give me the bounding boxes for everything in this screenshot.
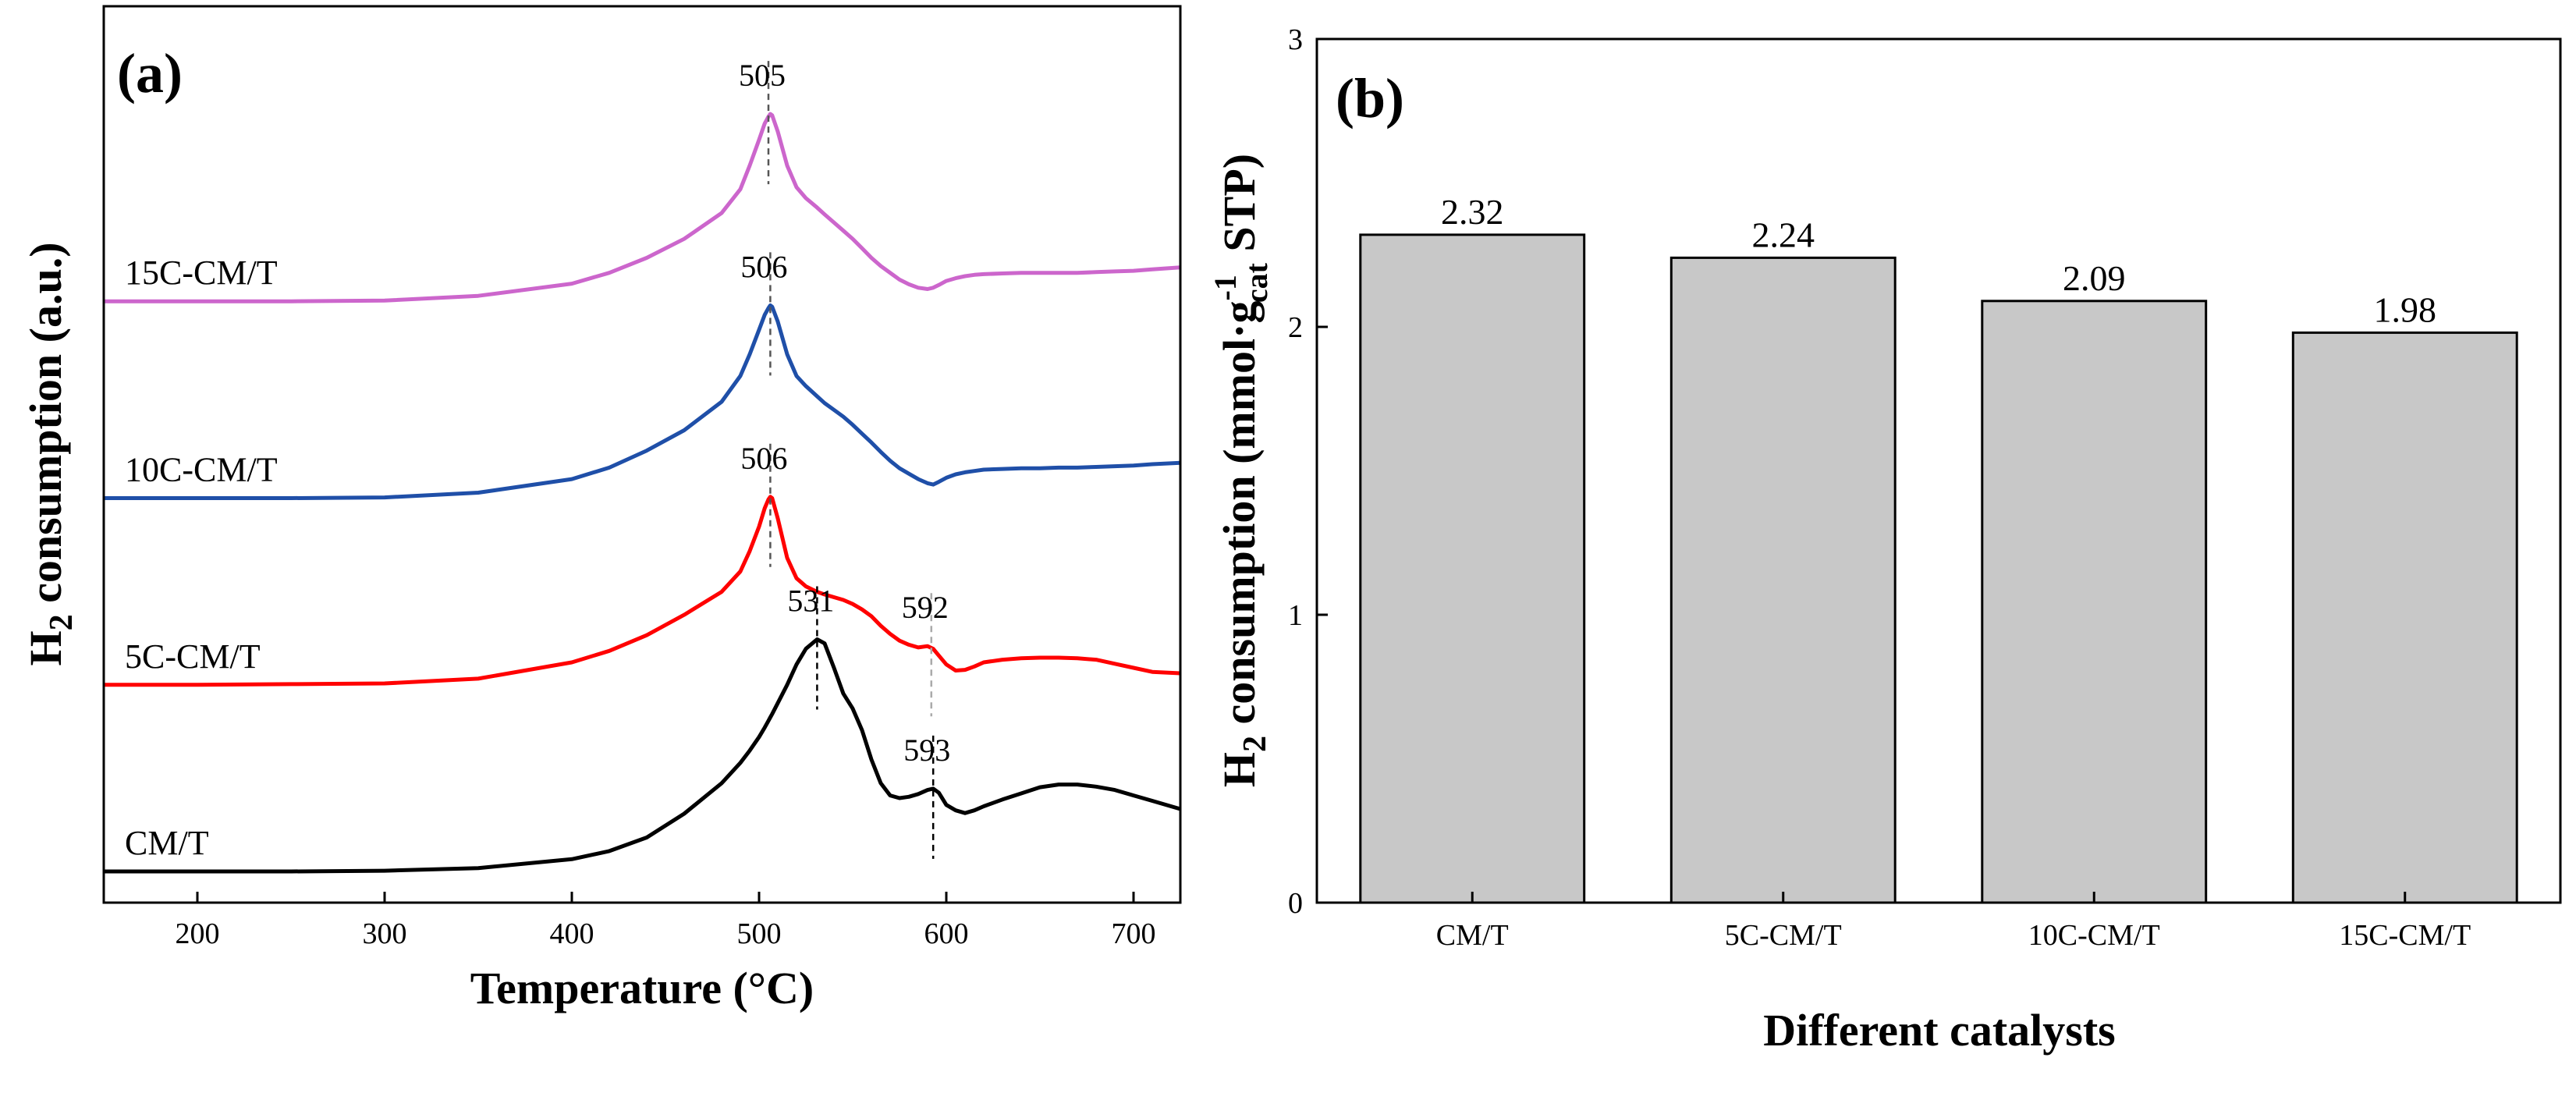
b-x-axis-ticks: CM/T 5C-CM/T 10C-CM/T 15C-CM/T [1436, 892, 2471, 952]
b-xtick-label-cm-t: CM/T [1436, 919, 1509, 952]
a-ylabel-subscript: 2 [44, 614, 80, 630]
bar-5c-cm-t [1669, 256, 1897, 904]
a-x-axis-title: Temperature (°C) [470, 963, 814, 1013]
curve-label-15c-cm-t: 15C-CM/T [125, 254, 278, 292]
panel-b: 2.32 2.24 2.09 1.98 0 1 2 3 CM/T 5C-CM/T 10C-CM/… [1208, 23, 2562, 1056]
bar-value-label-15c-cm-t: 1.98 [2374, 289, 2437, 329]
b-ylabel-h: H [1214, 752, 1265, 787]
peak-label-592: 592 [902, 590, 949, 625]
b-y-axis-title: H2 consumption (mmol·g-1cat STP) [1208, 154, 1274, 787]
a-xtick-label-700: 700 [1112, 917, 1156, 950]
b-x-axis-title: Different catalysts [1763, 1005, 2116, 1056]
b-ytick-label-0: 0 [1288, 887, 1303, 920]
a-peaks: 505 506 506 592 531 593 [739, 58, 950, 859]
curve-label-10c-cm-t: 10C-CM/T [125, 451, 278, 489]
a-y-axis-title: H2 consumption (a.u.) [20, 242, 80, 665]
b-ylabel-superscript: -1 [1208, 275, 1243, 300]
a-xtick-label-300: 300 [363, 917, 407, 950]
b-ytick-label-3: 3 [1288, 23, 1303, 56]
b-panel-label: (b) [1336, 67, 1404, 130]
curve-label-5c-cm-t: 5C-CM/T [125, 637, 261, 676]
a-curves [104, 112, 1181, 874]
bar-value-label-10c-cm-t: 2.09 [2063, 258, 2126, 298]
a-xtick-label-200: 200 [176, 917, 220, 950]
b-ytick-label-1: 1 [1288, 599, 1303, 632]
peak-label-506: 506 [740, 249, 787, 284]
peak-label-593: 593 [903, 733, 950, 768]
a-xtick-label-600: 600 [924, 917, 969, 950]
b-ytick-label-2: 2 [1288, 311, 1303, 344]
curve-cm-t [104, 637, 1181, 874]
b-plot-frame [1315, 37, 2562, 904]
bar-cm-t [1359, 233, 1586, 904]
a-xtick-label-400: 400 [550, 917, 594, 950]
peak-label-531: 531 [787, 584, 834, 619]
peak-label-505: 505 [739, 58, 786, 93]
bar-15c-cm-t [2291, 331, 2518, 904]
peak-label-506: 506 [740, 441, 787, 476]
curve-label-cm-t: CM/T [125, 824, 209, 862]
bar-value-label-5c-cm-t: 2.24 [1752, 215, 1815, 254]
b-ylabel-subscript-2: 2 [1237, 736, 1273, 752]
b-ylabel-end: STP) [1214, 154, 1265, 263]
bar-10c-cm-t [1981, 300, 2208, 904]
a-x-axis-ticks: 200 300 400 500 600 700 [176, 892, 1156, 950]
a-panel-label: (a) [117, 42, 183, 105]
curve-5c-cm-t [104, 495, 1181, 687]
curve-10c-cm-t [104, 303, 1181, 500]
b-xtick-label-15c-cm-t: 15C-CM/T [2339, 919, 2471, 952]
a-ylabel-h: H [20, 630, 71, 665]
panel-a: 505 506 506 592 531 593 CM/T 5C-CM/T 10C-CM/T 15… [20, 5, 1182, 1013]
b-y-axis-ticks: 0 1 2 3 [1288, 23, 1328, 920]
b-xtick-label-5c-cm-t: 5C-CM/T [1725, 919, 1842, 952]
a-plot-frame [102, 5, 1182, 904]
bar-value-label-cm-t: 2.32 [1441, 192, 1504, 232]
b-bars: 2.32 2.24 2.09 1.98 [1359, 192, 2518, 904]
curve-15c-cm-t [104, 112, 1181, 303]
a-ylabel-rest: consumption (a.u.) [20, 242, 71, 614]
a-curve-labels: CM/T 5C-CM/T 10C-CM/T 15C-CM/T [125, 254, 278, 862]
b-ylabel-mid: consumption (mmol·g [1214, 300, 1265, 736]
b-xtick-label-10c-cm-t: 10C-CM/T [2028, 919, 2160, 952]
b-ylabel-subscript-cat: cat [1239, 262, 1274, 303]
a-xtick-label-500: 500 [737, 917, 782, 950]
